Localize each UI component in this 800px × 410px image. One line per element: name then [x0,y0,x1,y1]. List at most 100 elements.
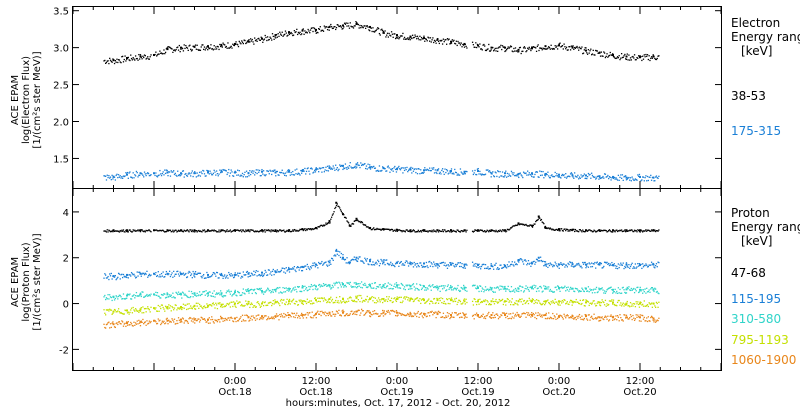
data-point [176,270,178,273]
data-point [399,168,401,170]
data-point [360,281,363,283]
data-point [457,173,459,175]
data-point [356,166,358,168]
data-point [647,229,649,231]
data-point [289,230,291,233]
data-point [229,229,232,231]
data-point [118,321,121,323]
data-point [451,312,453,314]
data-point [122,321,124,323]
data-point [316,311,318,314]
data-point [202,169,204,172]
data-point [545,301,547,303]
data-point [553,302,556,305]
data-point [314,227,317,229]
data-point [417,229,419,231]
data-point [435,286,437,289]
data-point [131,231,134,233]
data-point [646,264,648,266]
data-point [328,25,331,28]
data-point [438,229,441,232]
data-point [292,230,295,232]
data-point [552,47,555,50]
data-point [575,176,577,178]
data-point [633,179,635,181]
data-point [360,294,362,297]
data-point [563,298,565,301]
data-point [513,265,515,267]
data-point [616,178,618,180]
data-point [360,260,362,262]
data-point [450,40,452,43]
data-point [633,57,635,59]
data-point [561,286,563,288]
data-point [595,50,598,52]
data-point [323,225,325,227]
data-point [313,228,316,230]
data-point [166,273,168,275]
data-point [321,297,323,299]
data-point [636,179,638,181]
data-point [192,175,194,178]
data-point [286,229,288,232]
data-point [527,262,529,265]
data-point [262,274,265,277]
data-point [657,306,659,308]
data-point [569,317,571,319]
data-point [344,216,347,219]
data-point [349,262,351,264]
data-point [539,260,541,262]
data-point [436,265,438,267]
data-point [462,288,464,290]
data-point [241,172,244,175]
data-point [351,167,353,169]
data-point [592,49,594,52]
data-point [208,47,210,50]
data-point [548,175,550,177]
data-point [338,254,340,257]
data-point [223,43,225,46]
data-point [587,301,590,303]
data-point [439,311,441,314]
data-point [409,312,412,315]
data-point [347,22,349,24]
data-point [225,318,227,321]
data-point [336,311,338,313]
data-point [536,171,539,173]
data-point [268,230,270,232]
data-point [367,311,369,313]
data-point [126,274,129,276]
data-point [535,312,537,314]
data-point [599,176,601,179]
data-point [597,229,599,232]
data-point [603,229,606,232]
data-point [124,55,126,57]
data-point [288,268,290,271]
data-point [120,177,122,179]
data-point [335,281,338,283]
data-point [449,43,451,45]
data-point [590,302,592,304]
data-point [237,275,240,277]
data-point [631,318,633,321]
data-point [494,47,496,50]
data-point [181,173,183,175]
data-point [399,229,401,231]
data-point [271,39,273,41]
data-point [242,319,244,321]
data-point [494,316,496,319]
data-point [532,176,534,178]
data-point [147,172,149,174]
data-point [492,229,494,232]
data-point [600,229,603,232]
data-point [654,288,657,290]
data-point [355,295,357,297]
data-point [423,298,425,300]
data-point [238,40,240,43]
data-point [594,303,596,305]
data-point [219,43,221,46]
data-point [565,264,568,266]
data-point [351,223,353,225]
data-point [106,174,108,176]
data-point [203,46,206,48]
